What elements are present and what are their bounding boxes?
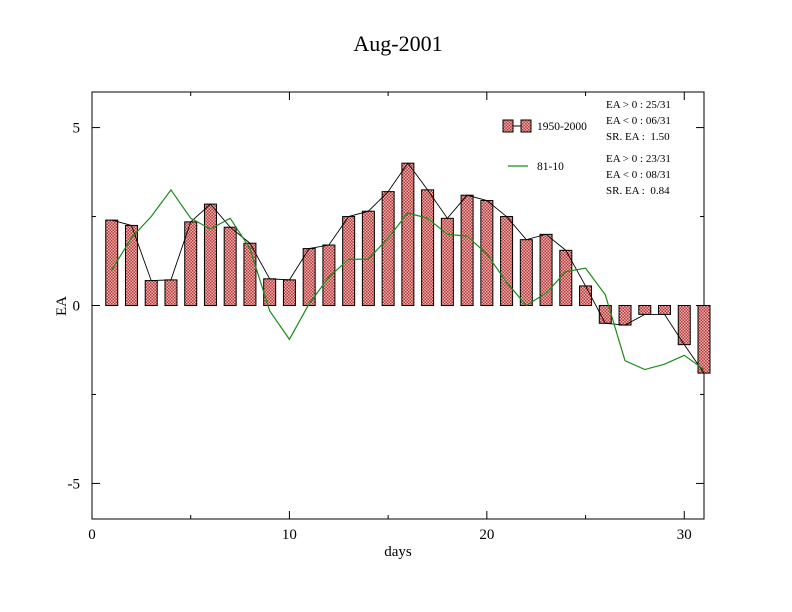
bar [638,305,652,315]
bar [460,194,474,306]
x-tick-label: 20 [479,527,494,543]
bar [203,203,217,306]
y-axis-label: EA [54,296,70,316]
stat-1950-2000-negative: EA < 0 : 06/31 [606,115,671,127]
bar [263,278,277,306]
bar [243,242,257,307]
bar-outline-series [111,162,705,374]
chart-title: Aug-2001 [353,31,442,56]
bar [697,305,711,374]
bar [322,244,336,306]
bar [519,239,533,307]
legend-label-81-10: 81-10 [537,161,564,173]
bar [302,248,316,306]
bar [539,233,553,306]
legend: 1950-2000 81-10 EA > 0 : 25/31 EA < 0 : … [502,99,671,197]
stat-81-10-negative: EA < 0 : 08/31 [606,169,671,181]
stat-81-10-positive: EA > 0 : 23/31 [606,153,671,165]
legend-label-1950-2000: 1950-2000 [537,121,587,133]
bar [500,216,514,307]
bar-top-connector-line [111,162,705,374]
bar [164,279,178,307]
y-tick-label: 5 [73,121,81,137]
bar [579,285,593,307]
bar [144,280,158,307]
y-tick-label: 0 [73,299,81,315]
stat-1950-2000-positive: EA > 0 : 25/31 [606,99,671,111]
bar [361,210,375,306]
bar [223,226,237,306]
stat-81-10-sr: SR. EA : 0.84 [606,185,670,197]
bar [618,305,632,326]
bar [421,189,435,307]
bar [282,279,296,307]
bar [381,191,395,306]
line-81-10 [111,188,705,371]
x-tick-label: 0 [88,527,96,543]
legend-bar-swatch-right [520,119,532,133]
stat-1950-2000-sr: SR. EA : 1.50 [606,131,670,143]
bar [342,216,356,307]
bar [480,200,494,306]
x-tick-label: 10 [282,527,297,543]
line-series-81-10 [111,188,705,371]
axis-ticks: 0 10 20 30 -5 0 5 [68,92,704,543]
legend-bar-swatch-left [502,119,514,133]
x-tick-label: 30 [677,527,692,543]
bar [658,305,672,315]
y-tick-label: -5 [68,476,81,492]
bar [401,162,415,306]
x-axis-label: days [384,544,412,560]
